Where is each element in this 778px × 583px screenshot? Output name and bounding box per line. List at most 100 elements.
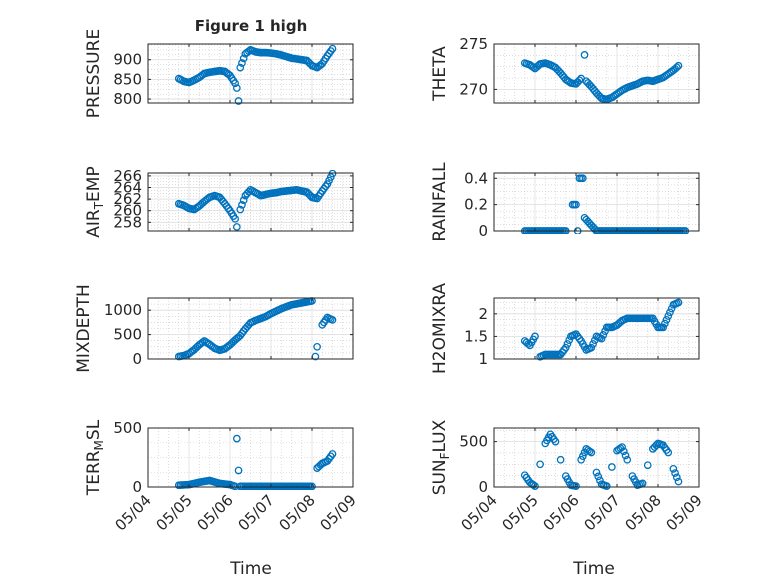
data-point (578, 452, 587, 460)
y-axis-label: PRESSURE (84, 29, 104, 118)
data-point (531, 482, 539, 490)
data-point (563, 340, 572, 348)
data-point (666, 308, 674, 317)
data-point (674, 477, 683, 486)
y-tick-label: 275 (459, 35, 488, 53)
data-point (231, 79, 239, 88)
y-tick-label: 900 (113, 51, 142, 69)
data-point (623, 455, 632, 464)
y-tick-label: 850 (113, 70, 142, 88)
data-point (671, 469, 679, 477)
data-point (597, 334, 606, 343)
y-tick-label: 0 (478, 222, 488, 240)
data-point (594, 472, 603, 481)
data-point (238, 59, 246, 67)
data-point (328, 170, 337, 178)
y-axis-label: AIRTEMP (84, 166, 106, 237)
series-points (520, 298, 683, 361)
y-tick-label: 1.5 (464, 327, 488, 345)
y-axis-label: RAINFALL (430, 162, 450, 242)
data-point (572, 482, 580, 490)
panel-mixdepth: 0 500 1000 MIXDEPTH (74, 284, 354, 373)
data-point (587, 343, 596, 352)
y-tick-label: 260 (113, 202, 142, 220)
data-point (536, 460, 544, 469)
data-point (239, 196, 248, 205)
y-tick-label: 270 (459, 80, 488, 98)
data-point (198, 338, 207, 347)
panel-theta: 270 275 THETA (430, 35, 700, 104)
data-point (232, 223, 241, 231)
data-point (664, 448, 673, 457)
data-point (599, 331, 608, 339)
data-point (232, 84, 241, 92)
y-axis-label: TERRMSL (84, 419, 106, 496)
data-point (621, 451, 630, 460)
data-point (643, 461, 652, 470)
data-point (561, 343, 570, 352)
x-axis-label-left: Time (229, 559, 272, 579)
y-tick-label: 500 (459, 433, 488, 451)
data-point (556, 455, 565, 464)
data-point (328, 450, 337, 458)
y-tick-label: 266 (113, 167, 142, 185)
data-point (618, 443, 626, 451)
data-point (580, 51, 589, 59)
data-point (238, 201, 246, 209)
data-point (602, 482, 611, 490)
data-point (234, 466, 243, 475)
data-point (669, 464, 678, 473)
y-tick-label: 258 (113, 213, 142, 231)
data-point (674, 298, 683, 307)
y-tick-label: 800 (113, 90, 142, 108)
data-point (231, 214, 239, 223)
y-tick-label: 0 (132, 478, 142, 496)
x-axis-label-right: Time (572, 559, 615, 579)
data-point (531, 332, 539, 341)
data-point (551, 437, 560, 446)
series-points (174, 434, 337, 490)
panel-rainfall: 0 0.2 0.4 RAINFALL (430, 162, 700, 242)
y-tick-label: 264 (113, 179, 142, 197)
y-axis-label: H2OMIXRA (430, 283, 450, 374)
data-point (587, 448, 596, 457)
data-point (672, 63, 681, 72)
data-point (659, 323, 667, 332)
data-point (660, 319, 669, 328)
series-points (174, 44, 337, 105)
panel-h2omixra: 1 1.5 2 H2OMIXRA (430, 283, 700, 374)
data-point (662, 315, 671, 324)
data-point (239, 54, 248, 63)
data-point (674, 61, 683, 70)
data-point (664, 312, 673, 320)
data-point (619, 447, 628, 456)
data-point (578, 174, 587, 183)
data-point (572, 200, 580, 209)
y-tick-label: 0 (132, 350, 142, 368)
y-axis-label: SUNFLUX (430, 419, 452, 495)
data-point (529, 481, 538, 489)
y-axis-label: MIXDEPTH (74, 284, 94, 373)
y-tick-label: 0 (478, 478, 488, 496)
y-axis-label: THETA (430, 46, 450, 102)
data-point (328, 316, 337, 324)
series-points (520, 51, 683, 104)
y-tick-label: 1000 (104, 301, 142, 319)
y-tick-label: 262 (113, 190, 142, 208)
y-tick-label: 0.2 (464, 196, 488, 214)
data-point (308, 482, 316, 490)
data-point (592, 468, 601, 477)
data-point (589, 340, 597, 348)
y-tick-label: 2 (478, 305, 488, 323)
data-point (328, 44, 337, 53)
series-points (174, 170, 337, 231)
data-point (236, 205, 245, 214)
data-point (313, 342, 321, 351)
y-tick-label: 0.4 (464, 169, 488, 187)
data-point (236, 63, 245, 72)
data-point (608, 463, 616, 471)
series-points (520, 430, 683, 490)
